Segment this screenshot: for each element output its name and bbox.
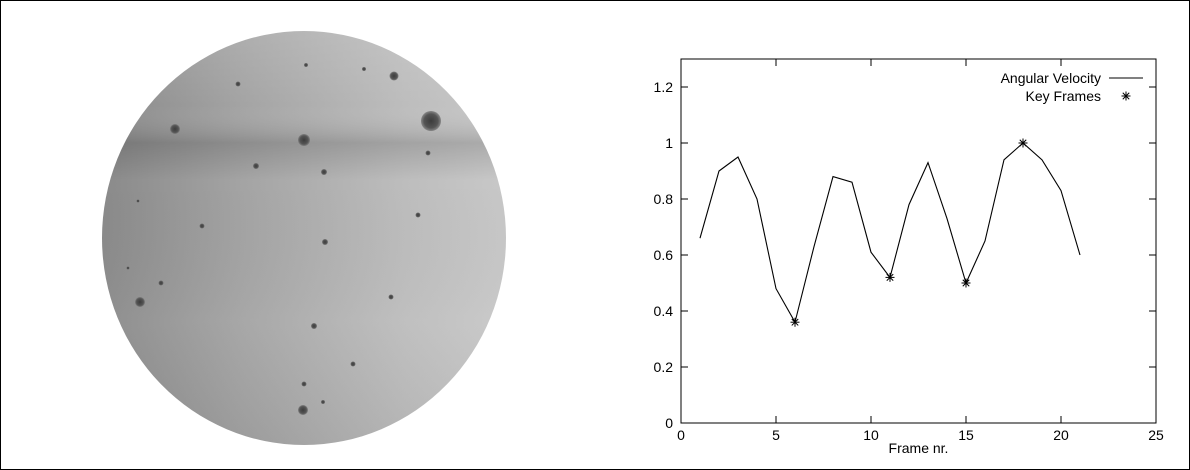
x-tick-label: 15 <box>958 427 974 443</box>
x-tick-label: 25 <box>1148 427 1164 443</box>
y-tick-label: 0.8 <box>654 191 674 207</box>
plot-axes <box>680 58 1157 424</box>
key-frame-marker <box>885 272 895 282</box>
key-frame-marker <box>1018 138 1028 148</box>
y-axis-ticks: 0 0.2 0.4 0.6 0.8 1 1.2 <box>654 79 1156 431</box>
x-tick-label: 5 <box>772 427 780 443</box>
series-lines <box>699 142 1081 324</box>
x-tick-label: 10 <box>863 427 879 443</box>
y-tick-label: 1 <box>665 135 673 151</box>
key-frame-marker <box>961 278 971 288</box>
sphere-render-image <box>102 31 506 445</box>
angular-velocity-chart: 0 0.2 0.4 0.6 0.8 1 1.2 0 5 10 15 20 25 Angular Vel… <box>654 58 1164 456</box>
legend-label: Angular Velocity <box>1001 70 1101 86</box>
sphere-spots <box>126 63 441 415</box>
legend: Angular Velocity Key Frames <box>1001 70 1143 104</box>
y-tick-label: 0.2 <box>654 359 674 375</box>
plot-border <box>680 58 1157 424</box>
legend-marker-swatch <box>1121 91 1131 101</box>
y-tick-label: 0.4 <box>654 303 674 319</box>
x-axis-label: Frame nr. <box>889 440 949 456</box>
sphere-shading <box>102 31 506 445</box>
y-tick-label: 0 <box>665 415 673 431</box>
y-tick-label: 1.2 <box>654 79 674 95</box>
x-axis-ticks: 0 5 10 15 20 25 <box>677 59 1164 443</box>
series-line-angular-velocity <box>699 142 1081 324</box>
series-markers <box>790 138 1028 327</box>
x-tick-label: 20 <box>1053 427 1069 443</box>
x-tick-label: 0 <box>677 427 685 443</box>
y-tick-label: 0.6 <box>654 247 674 263</box>
key-frame-marker <box>790 317 800 327</box>
legend-label: Key Frames <box>1026 88 1101 104</box>
